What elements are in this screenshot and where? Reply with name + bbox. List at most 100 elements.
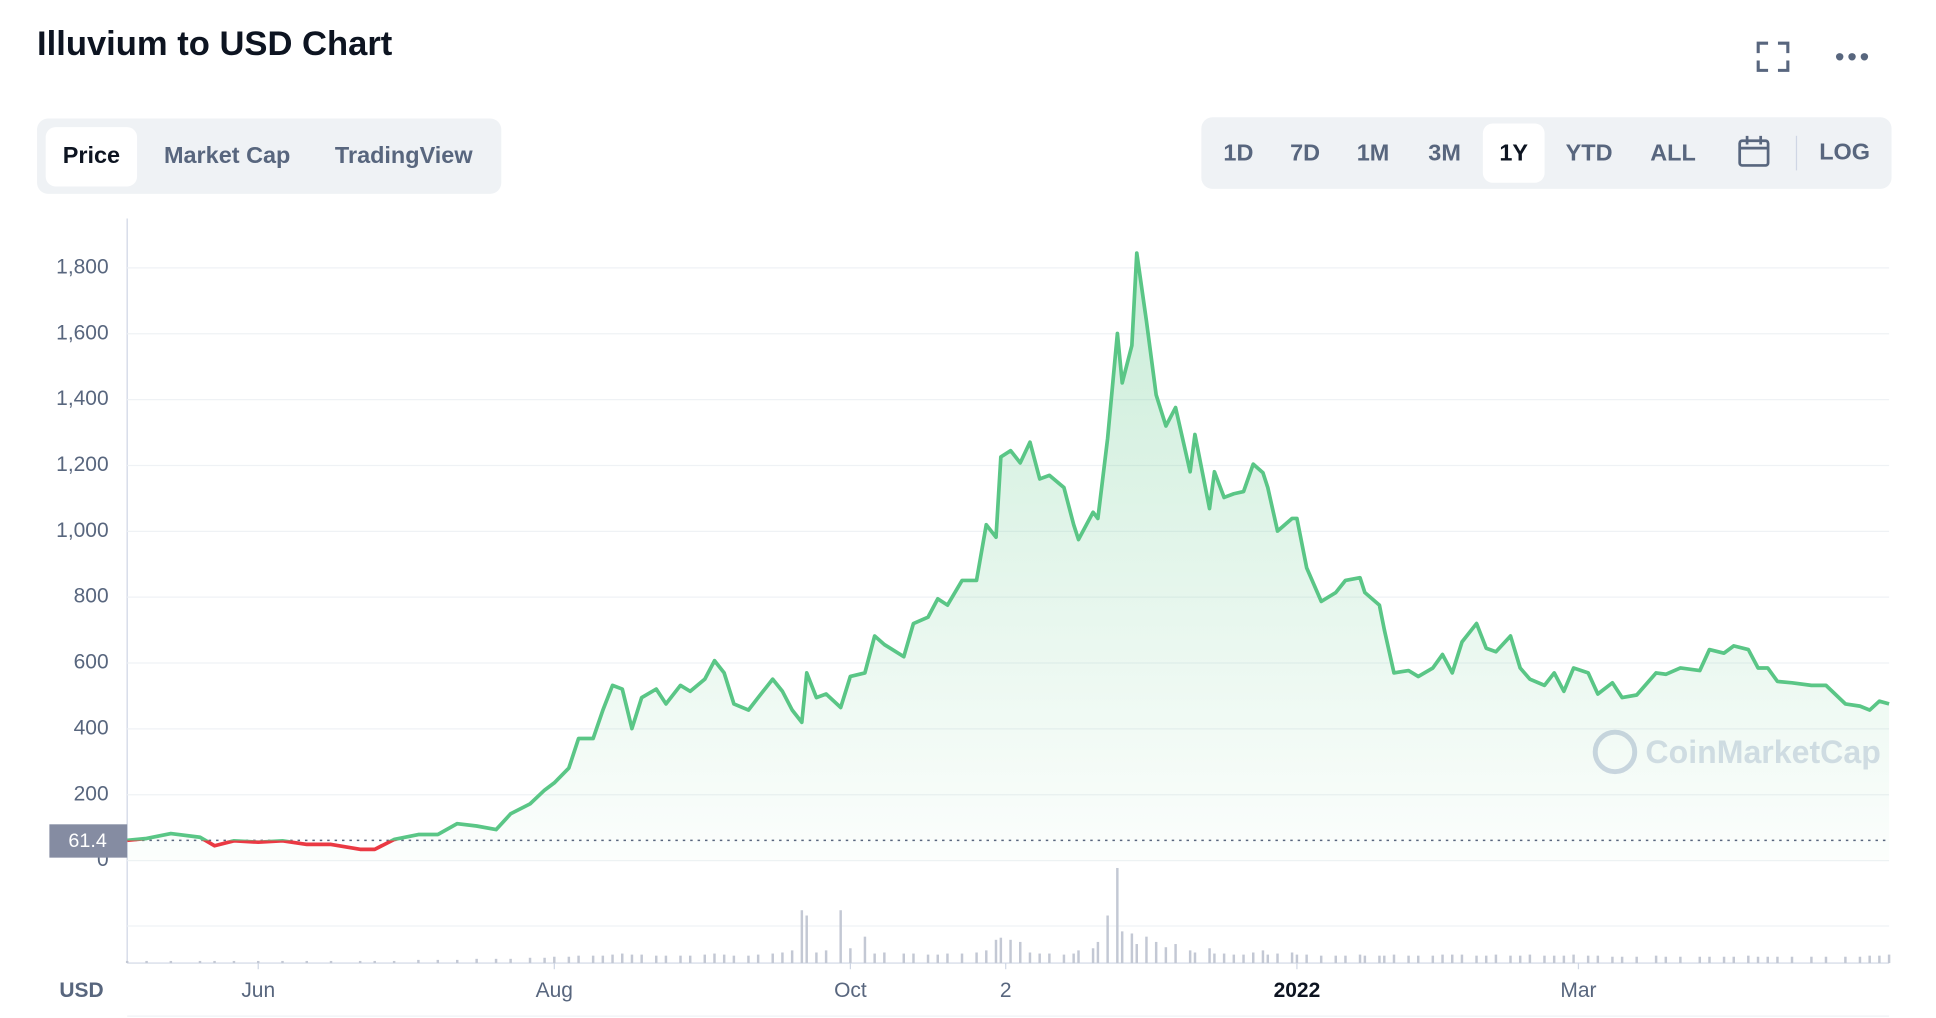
volume-bar (1188, 950, 1192, 964)
x-tick-label: Jun (241, 979, 275, 1002)
volume-bar (1145, 936, 1148, 964)
range-button[interactable]: 1D (1223, 140, 1253, 166)
volume-bar (621, 953, 624, 964)
volume-bar (756, 954, 760, 964)
calendar-icon[interactable] (1738, 135, 1770, 167)
range-button[interactable]: 3M (1428, 140, 1461, 166)
volume-bar (1135, 944, 1138, 964)
y-tick-label: 600 (74, 651, 109, 674)
volume-bar (975, 952, 978, 964)
active-tab-bg (45, 127, 138, 187)
range-button[interactable]: 7D (1290, 140, 1320, 166)
x-tick-label: Oct (834, 979, 867, 1002)
volume-bar (1096, 941, 1100, 964)
volume-bar (1494, 954, 1498, 964)
volume-bar (281, 960, 284, 964)
volume-bar (329, 960, 333, 964)
volume-bar (985, 950, 988, 964)
volume-bar (1116, 867, 1119, 964)
volume-bar (1810, 956, 1813, 964)
volume-bar (1319, 955, 1323, 964)
volume-bar (863, 936, 867, 964)
volume-bar (169, 960, 173, 964)
volume-bar (1562, 955, 1566, 964)
volume-bar (1222, 953, 1226, 964)
y-tick-label: 0 (97, 848, 109, 871)
fullscreen-icon[interactable] (1756, 41, 1790, 72)
volume-bar (960, 953, 964, 964)
volume-bar (1232, 954, 1236, 964)
volume-bar (1552, 955, 1556, 964)
more-icon[interactable] (1835, 53, 1869, 61)
volume-bar (1441, 954, 1444, 964)
tab[interactable]: Market Cap (164, 142, 290, 168)
volume-bar (1252, 952, 1255, 964)
volume-bar (912, 953, 915, 964)
range-button[interactable]: ALL (1650, 140, 1696, 166)
range-button[interactable]: 1Y (1499, 140, 1528, 166)
volume-bar (1654, 955, 1658, 964)
y-tick-label: 200 (74, 782, 109, 805)
volume-bar (805, 915, 808, 964)
volume-bar (373, 960, 376, 964)
volume-bar (1698, 956, 1702, 964)
volume-bar (1679, 956, 1682, 964)
volume-bar (256, 960, 260, 964)
volume-bar (1261, 950, 1265, 964)
volume-bar (1722, 956, 1726, 964)
volume-bar (873, 953, 876, 964)
volume-bar (771, 953, 774, 964)
x-tick-label: 2 (1000, 979, 1012, 1002)
volume-bar (392, 960, 396, 964)
volume-bar (1407, 955, 1410, 964)
volume-bar (601, 955, 605, 964)
x-tick-label: 2022 (1274, 979, 1321, 1002)
volume-bar (1586, 955, 1590, 964)
volume-bar (1392, 954, 1396, 964)
volume-bar (305, 960, 308, 964)
volume-bar (1130, 933, 1134, 964)
volume-bar (1518, 955, 1522, 964)
volume-bar (1344, 955, 1347, 964)
volume-bar (198, 960, 202, 964)
range-button[interactable]: 1M (1357, 140, 1390, 166)
reference-label: 61.4 (68, 830, 106, 852)
volume-bar (553, 956, 556, 964)
volume-bar (800, 910, 804, 964)
tab[interactable]: Price (63, 142, 120, 168)
log-button[interactable]: LOG (1819, 138, 1870, 164)
volume-bar (713, 953, 716, 964)
range-button[interactable]: YTD (1566, 140, 1613, 166)
volume-bar (543, 957, 546, 964)
volume-bar (1572, 954, 1575, 964)
volume-bar (849, 948, 852, 964)
volume-bar (1844, 956, 1847, 964)
y-tick-label: 800 (74, 585, 109, 608)
volume-bar (1193, 952, 1197, 964)
volume-bar (436, 959, 440, 964)
volume-bar (1620, 956, 1624, 964)
volume-bar (640, 954, 643, 964)
volume-bar (1266, 954, 1270, 964)
y-tick-label: 1,200 (56, 453, 108, 476)
volume-bar (1824, 956, 1828, 964)
price-area (127, 253, 1890, 861)
y-tick-label: 1,600 (56, 321, 108, 344)
volume-bar (1009, 939, 1012, 964)
volume-bar (528, 957, 532, 964)
volume-bar (1766, 956, 1769, 964)
volume-bar (1756, 956, 1760, 964)
volume-bar (1509, 955, 1512, 964)
volume-bar (1038, 953, 1041, 964)
volume-bar (1154, 941, 1158, 964)
volume-bar (679, 955, 682, 964)
volume-bar (1708, 956, 1711, 964)
volume-bar (1028, 952, 1032, 964)
volume-bar (494, 958, 498, 964)
tab[interactable]: TradingView (335, 142, 473, 168)
volume-bar (815, 952, 818, 964)
volume-bar (688, 955, 692, 964)
volume-bar (790, 950, 794, 964)
volume-bar (1484, 955, 1488, 964)
volume-bar (1596, 955, 1600, 964)
